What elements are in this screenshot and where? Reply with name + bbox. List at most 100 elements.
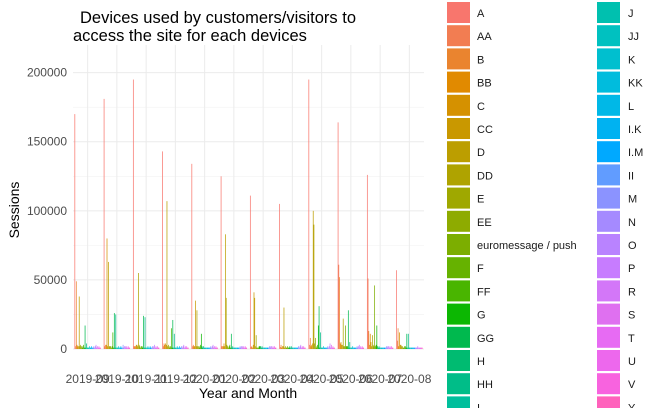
legend-label: EE [477, 217, 492, 229]
bar [81, 346, 82, 349]
x-tick-label: 2020-01 [183, 372, 227, 386]
bar [280, 344, 282, 349]
bar [360, 346, 362, 349]
bar [119, 347, 120, 349]
legend-label: I [477, 402, 480, 408]
legend-label: FF [477, 286, 491, 298]
bar [166, 201, 168, 349]
bar [312, 343, 313, 349]
bar [229, 344, 231, 349]
bar [243, 346, 245, 349]
bar [178, 347, 180, 349]
bar [358, 344, 360, 349]
bar [91, 346, 93, 349]
legend-key [447, 396, 470, 408]
bar [104, 346, 106, 349]
bar [358, 346, 359, 349]
bar [113, 313, 115, 349]
bar [156, 347, 158, 349]
bar [89, 347, 91, 349]
bar [323, 347, 325, 349]
legend-key [597, 187, 620, 209]
bar [207, 347, 209, 349]
bar [389, 346, 391, 349]
bar [75, 346, 76, 349]
legend-label: E [477, 194, 484, 206]
bar [120, 346, 122, 349]
bar [124, 346, 126, 349]
bar [127, 346, 129, 349]
bar [76, 344, 78, 349]
bar [367, 278, 369, 349]
bar [135, 344, 137, 349]
bar [195, 346, 197, 349]
bar [137, 346, 139, 349]
bar [148, 347, 150, 349]
bar [154, 347, 156, 349]
bar [85, 347, 87, 349]
bar [105, 344, 107, 349]
bar [284, 347, 286, 349]
bar [96, 347, 98, 349]
bar [410, 347, 412, 349]
bar [176, 347, 177, 349]
bar [183, 344, 185, 349]
bar [258, 346, 260, 349]
legend-label: JJ [628, 31, 639, 43]
bar [342, 318, 344, 349]
bar [316, 346, 318, 349]
bar [320, 332, 321, 349]
bar [100, 347, 101, 349]
legend-label: P [628, 263, 635, 275]
bar [211, 346, 213, 349]
bar [184, 346, 186, 349]
x-axis-title: Year and Month [199, 385, 297, 401]
bar [350, 347, 352, 349]
bar [117, 347, 119, 349]
bar [263, 347, 264, 349]
bar [407, 333, 409, 349]
bar [328, 346, 330, 349]
bar [279, 203, 280, 349]
bar [83, 347, 85, 349]
bar [290, 346, 292, 349]
bar [287, 346, 288, 349]
y-tick-label: 100000 [27, 204, 67, 218]
bar [404, 346, 405, 349]
bar [255, 335, 257, 349]
bar [237, 347, 239, 349]
bar [256, 347, 258, 349]
bar [112, 332, 114, 349]
bar [260, 347, 262, 349]
bar [177, 347, 179, 349]
bar [404, 346, 406, 349]
bar [383, 347, 384, 349]
bar [397, 328, 399, 349]
bar [173, 347, 174, 349]
bar [108, 261, 109, 349]
bar [203, 347, 205, 349]
y-tick-label: 50000 [34, 273, 68, 287]
bar [354, 347, 356, 349]
bar [86, 343, 87, 349]
bar [215, 346, 217, 349]
bar [200, 344, 201, 349]
bar [182, 346, 184, 349]
bar [99, 347, 101, 349]
bar [200, 333, 202, 349]
bar [252, 347, 253, 349]
bar [382, 347, 384, 349]
bar [157, 347, 159, 349]
bar [92, 347, 93, 349]
bar [94, 346, 96, 349]
legend-key [597, 71, 620, 93]
bar [302, 347, 304, 349]
bar [217, 347, 218, 349]
bar [273, 347, 275, 349]
legend-key [447, 2, 470, 23]
legend-key [447, 373, 470, 395]
bar [111, 346, 113, 349]
bar [418, 347, 419, 349]
bar [236, 347, 238, 349]
legend-label: B [477, 54, 484, 66]
